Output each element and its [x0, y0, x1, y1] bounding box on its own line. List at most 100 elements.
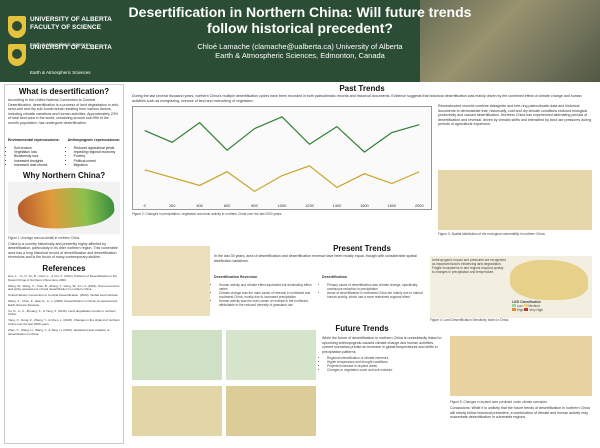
shield-icon — [8, 44, 26, 66]
x-tick-label: 2000 — [415, 203, 425, 208]
list-item: Migration — [74, 163, 120, 167]
reference-item: Zhao, X., Wang, H., Wang, Y., & Tang, H.… — [8, 327, 110, 336]
poster-authors: Chloé Lamache (clamache@ualberta.ca) Uni… — [197, 42, 403, 51]
figure-3-caption: Figure 3: Spatial distribution of the ec… — [438, 232, 546, 236]
ldsi-map-shape — [510, 260, 588, 300]
list-item: Regional intensification of climate extr… — [327, 356, 446, 360]
figure-4-caption: Figure 4: Land Desertification Sensitivi… — [430, 318, 510, 322]
x-tick-label: 800 — [251, 203, 258, 208]
future-map-panel — [226, 330, 316, 380]
reference-item: Xu, D., Li, C., Zhuang, X., & Yang, X. (… — [8, 308, 116, 317]
list-item: Areas of desertification in northwest Ch… — [327, 291, 426, 299]
rainfall-map — [8, 181, 120, 234]
reversion-title: Desertification Reversion — [214, 275, 258, 280]
section-title-past: Past Trends — [339, 84, 385, 93]
logo-department-name: Earth & Atmospheric Sciences — [30, 42, 91, 47]
what-text: According to the United Nations Conventi… — [8, 98, 119, 125]
legend-label: Very High — [529, 308, 544, 312]
future-maps-grid — [132, 326, 318, 442]
present-text-block: In the last 30 years, area of desertific… — [214, 254, 426, 307]
timeseries-chart: 0 200 400 600 800 1000 1200 1400 1600 1800 2000 — [132, 106, 432, 210]
anthro-list: Reduced agricultural yields Impeding reg… — [68, 146, 120, 168]
x-tick-label: 1800 — [387, 203, 397, 208]
list-item: Projected increase in dryland areas — [327, 364, 446, 368]
reference-item: Wang, X., Chen, F., Hasi, E., Li, J. (20… — [8, 298, 119, 307]
x-tick-label: 400 — [196, 203, 203, 208]
poster-affiliation: Earth & Atmospheric Sciences, Edmonton, … — [215, 51, 385, 60]
section-title-references: References — [42, 263, 86, 273]
reference-item: United Nations Convention to Combat Dese… — [8, 293, 119, 298]
header-background-image — [420, 0, 600, 82]
legend-label: Low — [516, 304, 523, 308]
list-item: Changes in vegetation cover and soil moi… — [327, 368, 446, 372]
figure-1-caption: Figure 1: Average annual rainfall in nor… — [8, 235, 81, 240]
logo-department-name: Earth & Atmospheric Sciences — [30, 70, 91, 75]
x-tick-label: 1200 — [305, 203, 315, 208]
future-map-panel — [132, 330, 222, 380]
reversion-list: Human activity and climate effect equiva… — [214, 283, 318, 307]
env-list: Soil erosion Vegetation loss Biodiversit… — [8, 146, 60, 168]
china-map-shape — [16, 182, 116, 233]
desertification-list: Primary cause of desertification was cli… — [322, 283, 426, 299]
legend-item: Low Medium — [512, 304, 543, 308]
x-tick-label: 1400 — [333, 203, 343, 208]
list-item: Increased dust storms — [14, 163, 60, 167]
x-tick-label: 1000 — [278, 203, 288, 208]
university-logo-top: UNIVERSITY OF ALBERTA FACULTY OF SCIENCE… — [8, 14, 118, 64]
legend-item: High Very High — [512, 308, 543, 312]
desertification-block: Desertification Primary cause of deserti… — [322, 265, 426, 307]
list-item: Reduced agricultural yields — [74, 146, 120, 150]
future-map-panel — [132, 386, 222, 436]
past-intro: During the last several thousand years, … — [132, 94, 582, 103]
series-line-1 — [144, 165, 420, 193]
list-item: Increased droughts — [14, 159, 60, 163]
anthro-list-block: Anthropogenic repercussions: Reduced agr… — [68, 128, 120, 168]
logo-university-name: UNIVERSITY OF ALBERTA — [30, 44, 112, 51]
list-item: Political unrest — [74, 159, 120, 163]
repercussions-lists: Environmental repercussions: Soil erosio… — [8, 128, 120, 168]
future-list: Regional intensification of climate extr… — [322, 356, 446, 372]
ldsi-legend: LDSI Classification Low Medium High Very… — [512, 300, 543, 312]
section-title-future: Future Trends — [335, 324, 389, 333]
figure-2-caption: Figure 2: Changes in precipitation, vege… — [132, 212, 283, 216]
x-tick-label: 600 — [224, 203, 231, 208]
legend-title: LDSI Classification — [512, 300, 541, 304]
list-item: Soil erosion — [14, 146, 60, 150]
why-text: China is a country historically and pres… — [8, 241, 118, 260]
section-title-present: Present Trends — [333, 244, 391, 253]
future-intro: While the future of desertification in n… — [322, 336, 442, 354]
env-list-block: Environmental repercussions: Soil erosio… — [8, 128, 60, 168]
section-title-why: Why Northern China? — [22, 170, 106, 180]
reference-item: Yang, X., Dong, Z., Zhang, Y., & Chen, L… — [8, 318, 120, 326]
list-item: Impeding regional economy — [74, 150, 120, 154]
poster-header: UNIVERSITY OF ALBERTA FACULTY OF SCIENCE… — [0, 0, 600, 82]
conclusions-block: Figure 5: Changes in dryland area predic… — [450, 400, 592, 420]
figure-5-caption: Figure 5: Changes in dryland area predic… — [450, 400, 548, 404]
references-section: References Huo, L., Yu, P., Xu, B., Chen… — [8, 264, 120, 336]
conclusions-text: Conclusions: While it is unlikely that t… — [450, 406, 590, 420]
list-item: Human activity was the main cause of rev… — [219, 299, 318, 307]
section-title-what: What is desertification? — [18, 87, 110, 96]
reference-item: Huo, L., Yu, P., Xu, B., Chen, L., & Cui… — [8, 273, 117, 282]
desertification-title: Desertification — [322, 275, 347, 280]
legend-label: High — [516, 308, 524, 312]
present-side-text: Anthropogenic impact and pressures are r… — [432, 258, 506, 274]
university-logo-bottom: UNIVERSITY OF ALBERTA Earth & Atmospheri… — [8, 42, 118, 92]
dryland-change-map — [450, 336, 592, 396]
legend-label: Medium — [528, 304, 540, 308]
shield-icon — [8, 16, 26, 38]
left-column: What is desertification? According to th… — [4, 84, 124, 444]
reversion-block: Desertification Reversion Human activity… — [214, 265, 318, 307]
future-map-panel — [226, 386, 316, 436]
reference-item: Wang, W., Wang, X., Yuan, B., Zhang, Y.,… — [8, 283, 120, 292]
x-tick-label: 0 — [144, 203, 147, 208]
list-item: Climate change was the main cause of rev… — [219, 291, 318, 299]
present-trends-map — [132, 246, 210, 316]
list-item: Vegetation loss — [14, 150, 60, 154]
present-intro: In the last 30 years, area of desertific… — [214, 254, 417, 263]
x-tick-label: 200 — [169, 203, 176, 208]
past-trends-section: Past Trends During the last several thou… — [128, 84, 596, 242]
anthro-list-title: Anthropogenic repercussions: — [67, 137, 120, 142]
past-side-text: Reconstructed records combine stalagmite… — [438, 104, 592, 127]
future-text-block: While the future of desertification in n… — [322, 336, 446, 372]
